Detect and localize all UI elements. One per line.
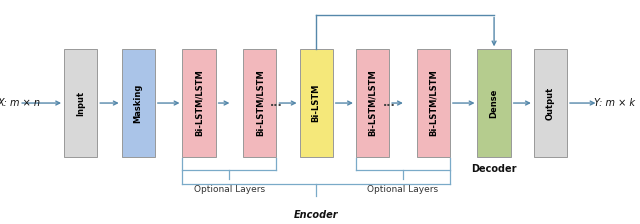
FancyBboxPatch shape	[64, 49, 97, 157]
FancyBboxPatch shape	[417, 49, 450, 157]
FancyBboxPatch shape	[300, 49, 333, 157]
FancyBboxPatch shape	[243, 49, 276, 157]
Text: Decoder: Decoder	[471, 164, 517, 174]
FancyBboxPatch shape	[534, 49, 567, 157]
Text: Encoder: Encoder	[294, 210, 339, 220]
Text: Optional Layers: Optional Layers	[367, 185, 438, 194]
Text: Optional Layers: Optional Layers	[194, 185, 265, 194]
Text: Masking: Masking	[134, 83, 143, 123]
FancyBboxPatch shape	[477, 49, 511, 157]
FancyBboxPatch shape	[122, 49, 155, 157]
Text: Output: Output	[546, 86, 555, 120]
Text: Dense: Dense	[490, 88, 499, 118]
Text: ...: ...	[270, 98, 283, 108]
FancyBboxPatch shape	[182, 49, 216, 157]
Text: Bi-LSTM/LSTM: Bi-LSTM/LSTM	[368, 70, 377, 136]
Text: Bi-LSTM: Bi-LSTM	[312, 84, 321, 122]
Text: Y: m × k: Y: m × k	[594, 98, 635, 108]
FancyBboxPatch shape	[356, 49, 389, 157]
Text: Bi-LSTM/LSTM: Bi-LSTM/LSTM	[429, 70, 438, 136]
Text: Input: Input	[76, 90, 85, 116]
Text: ...: ...	[383, 98, 396, 108]
Text: X: m × n: X: m × n	[0, 98, 41, 108]
Text: Bi-LSTM/LSTM: Bi-LSTM/LSTM	[255, 70, 264, 136]
Text: Bi-LSTM/LSTM: Bi-LSTM/LSTM	[195, 70, 204, 136]
